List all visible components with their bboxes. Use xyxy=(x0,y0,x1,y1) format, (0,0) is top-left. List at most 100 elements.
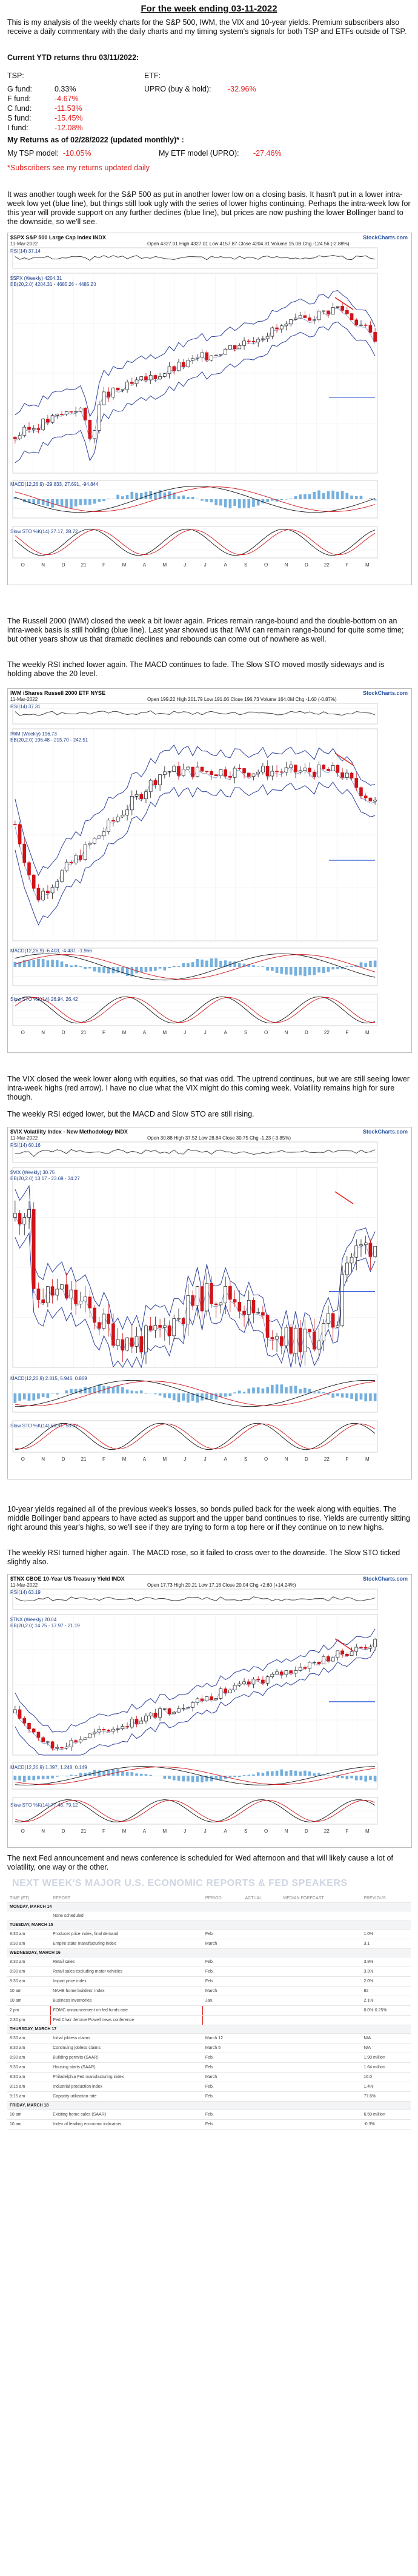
calendar-cell: 8:30 am xyxy=(7,1967,51,1977)
macd-histogram-bar xyxy=(261,1773,265,1776)
candle-body xyxy=(308,1329,311,1333)
macd-histogram-bar xyxy=(256,1772,260,1776)
month-tick-label: O xyxy=(21,562,25,568)
candle-body xyxy=(210,355,213,360)
macd-histogram-bar xyxy=(317,1391,320,1393)
annotation-arrow xyxy=(334,752,354,766)
calendar-column-header: PREVIOUS xyxy=(361,1894,411,1903)
candle-body xyxy=(294,317,297,320)
calendar-cell: Feb. xyxy=(202,2110,243,2120)
candle-body xyxy=(340,306,344,311)
macd-histogram-bar xyxy=(65,964,68,967)
month-tick-label: O xyxy=(264,1456,268,1462)
candle-body xyxy=(368,1243,373,1257)
macd-histogram-bar xyxy=(187,497,190,499)
month-tick-label: A xyxy=(143,1456,147,1462)
month-tick-label: 22 xyxy=(324,1030,330,1035)
macd-histogram-bar xyxy=(121,967,124,974)
macd-histogram-bar xyxy=(308,1389,311,1393)
macd-histogram-bar xyxy=(219,1393,222,1398)
macd-histogram-bar xyxy=(242,499,246,508)
candle-body xyxy=(196,357,199,359)
month-tick-label: O xyxy=(21,1828,25,1834)
macd-histogram-bar xyxy=(280,1769,284,1776)
candle-body xyxy=(172,1318,176,1336)
macd-histogram-bar xyxy=(98,1770,101,1776)
macd-histogram-bar xyxy=(252,965,255,967)
candle-body xyxy=(125,1337,129,1351)
iwm-chart-plot: O N D 21 F M A M J J A S O N D 22 F M xyxy=(12,703,378,1035)
candle-body xyxy=(196,1698,199,1703)
candle-body xyxy=(200,1698,204,1701)
macd-histogram-bar xyxy=(46,960,50,967)
candle-body xyxy=(130,796,134,811)
macd-histogram-bar xyxy=(125,1389,129,1393)
calendar-cell: 8:30 am xyxy=(7,1976,51,1987)
calendar-cell: Housing starts (SAAR) xyxy=(50,2062,203,2073)
candle-body xyxy=(242,768,246,774)
macd-histogram-bar xyxy=(359,962,363,967)
macd-histogram-bar xyxy=(191,497,194,499)
calendar-cell xyxy=(280,2082,362,2092)
candle-body xyxy=(233,1685,237,1690)
macd-histogram-bar xyxy=(233,1776,236,1778)
month-tick-label: S xyxy=(244,1030,247,1035)
month-tick-label: 21 xyxy=(81,562,87,568)
calendar-cell: 8:30 am xyxy=(7,2053,51,2063)
calendar-day-label: MONDAY, MARCH 14 xyxy=(7,1902,411,1911)
calendar-cell xyxy=(361,1911,411,1921)
candle-body xyxy=(247,340,251,342)
candle-body xyxy=(83,408,87,420)
calendar-row: 10 am Business inventories Jan. 2.1% xyxy=(7,1996,411,2006)
candle-body xyxy=(327,1313,330,1324)
macd-histogram-bar xyxy=(261,1388,265,1393)
macd-histogram-bar xyxy=(158,490,162,499)
candle-body xyxy=(116,387,120,391)
macd-histogram-bar xyxy=(88,1387,91,1393)
calendar-cell xyxy=(242,2015,281,2025)
candle-body xyxy=(22,427,27,436)
calendar-row: 8:30 am Philadelphia Fed manufacturing in… xyxy=(7,2072,411,2082)
macd-histogram-bar xyxy=(214,1393,218,1400)
calendar-cell: 10 am xyxy=(7,2110,51,2120)
calendar-day-label: TUESDAY, MARCH 15 xyxy=(7,1920,411,1930)
macd-histogram-bar xyxy=(219,1776,222,1780)
candle-body xyxy=(368,325,373,333)
returns-heading-suffix: * : xyxy=(176,136,184,144)
candle-body xyxy=(46,419,50,423)
candle-body xyxy=(148,375,153,380)
macd-histogram-bar xyxy=(359,496,363,499)
month-tick-label: J xyxy=(204,1030,207,1035)
vix-chart: $VIX Volatility Index - New Methodology … xyxy=(7,1127,412,1479)
candle-body xyxy=(18,1709,22,1719)
candle-body xyxy=(275,771,279,772)
fund-name: S fund: xyxy=(7,114,32,122)
stockcharts-logo: StockCharts.com xyxy=(362,1576,408,1582)
macd-histogram-bar xyxy=(228,1776,232,1778)
candle-body xyxy=(177,1708,181,1713)
rsi-line xyxy=(15,1596,376,1602)
macd-histogram-bar xyxy=(289,967,293,975)
macd-histogram-bar xyxy=(191,1393,194,1401)
macd-histogram-bar xyxy=(149,1774,152,1776)
calendar-cell xyxy=(242,1986,281,1996)
calendar-cell xyxy=(280,2053,362,2063)
macd-histogram-bar xyxy=(41,1393,45,1398)
candle-body xyxy=(359,787,363,797)
candle-body xyxy=(64,861,68,871)
candle-body xyxy=(13,437,17,439)
candle-body xyxy=(368,797,373,802)
macd-histogram-bar xyxy=(308,494,311,499)
month-tick-label: A xyxy=(224,1828,227,1834)
calendar-row: 9:15 am Capacity utilization rate Feb. 77.6… xyxy=(7,2091,411,2102)
macd-histogram-bar xyxy=(56,1776,59,1777)
macd-histogram-bar xyxy=(233,1392,236,1393)
candle-body xyxy=(139,1336,144,1353)
macd-histogram-bar xyxy=(285,1771,288,1776)
rsi-line xyxy=(15,1149,376,1157)
calendar-header-row: TIME (ET) REPORT PERIOD ACTUAL MEDIAN FORECA… xyxy=(7,1894,411,1903)
candle-body xyxy=(93,837,96,844)
macd-histogram-bar xyxy=(313,491,316,499)
macd-histogram-bar xyxy=(336,491,339,499)
candle-body xyxy=(125,382,129,390)
